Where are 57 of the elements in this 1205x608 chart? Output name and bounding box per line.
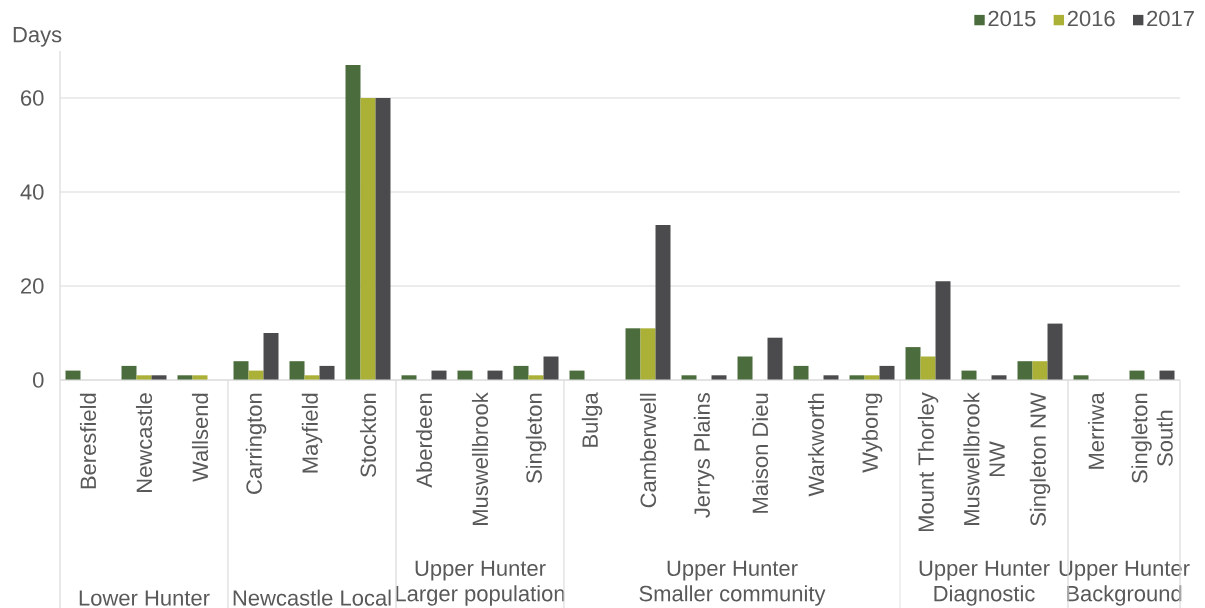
y-tick-label: 60: [21, 90, 44, 106]
bar: [319, 365, 335, 380]
bar: [233, 361, 249, 380]
bar: [640, 328, 656, 380]
text: Upper Hunter Larger population: [396, 560, 565, 606]
bar: [655, 224, 671, 380]
x-tick-label: Aberdeen: [415, 393, 433, 488]
legend-label: 2017: [1147, 10, 1194, 27]
x-tick-label: Bulga: [581, 392, 603, 447]
bar: [543, 356, 559, 380]
x-tick-label: Muswellbrook NW: [963, 392, 1005, 525]
bar: [879, 365, 895, 380]
bar: [1032, 361, 1048, 380]
x-tick-label: Merriwa: [1087, 392, 1105, 469]
x-tick-label: Wybong: [861, 393, 883, 473]
x-tick-label: Beresfield: [79, 393, 97, 489]
bar: [625, 328, 641, 380]
y-axis-title: Days: [13, 27, 62, 47]
bar: [793, 365, 809, 380]
bar: [289, 361, 305, 380]
bar: [767, 337, 783, 380]
x-tick-label: Jerrys Plains: [693, 393, 715, 518]
text: Lower Hunter: [79, 590, 210, 606]
x-tick-label: Singleton NW: [1029, 392, 1051, 526]
x-tick-label: Camberwell: [639, 393, 657, 508]
bar: [1047, 323, 1063, 380]
x-tick-label: Muswellbrook: [471, 392, 489, 525]
bar: [513, 365, 529, 380]
y-tick-label: 0: [33, 372, 44, 388]
legend-label: 2016: [1067, 10, 1115, 27]
text: Upper Hunter Smaller community: [639, 560, 826, 606]
x-tick-label: Stockton: [359, 393, 377, 477]
bar: [345, 65, 361, 380]
text: Newcastle Local: [233, 589, 391, 606]
x-tick-label: Warkworth: [807, 393, 825, 497]
bar: [1017, 361, 1033, 380]
x-tick-label: Carrington: [245, 393, 267, 494]
y-tick-label: 20: [21, 278, 44, 294]
x-tick-label: Mayfield: [301, 393, 323, 473]
bar: [935, 281, 951, 380]
y-tick-label: 40: [20, 184, 44, 200]
text: Upper Hunter Diagnostic: [919, 560, 1050, 606]
x-tick-label: Newcastle: [135, 393, 153, 492]
x-tick-label: Maison Dieu: [751, 393, 769, 513]
x-tick-label: Wallsend: [191, 393, 209, 482]
bar: [360, 98, 376, 380]
legend-label: 2015: [988, 10, 1036, 27]
x-tick-label: Singleton South: [1131, 393, 1173, 483]
x-tick-label: Singleton: [525, 393, 547, 483]
text: Upper Hunter Background: [1059, 560, 1190, 606]
bar: [121, 365, 137, 380]
bar: [905, 347, 921, 380]
x-tick-label: Mount Thorley: [917, 392, 939, 532]
bar: [263, 333, 279, 380]
bar: [375, 98, 391, 380]
bar: [737, 356, 753, 380]
bar: [920, 356, 936, 380]
